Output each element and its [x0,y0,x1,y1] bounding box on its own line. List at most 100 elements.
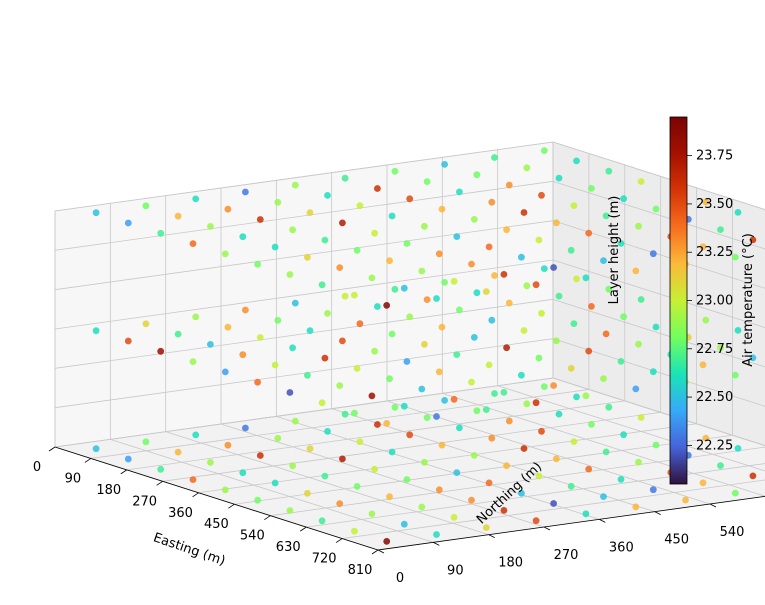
data-point [400,284,408,292]
data-points [92,147,757,545]
x-axis-label: Easting (m) [151,530,227,569]
data-point [339,219,346,227]
data-point [289,226,296,234]
data-point [391,285,399,293]
data-point [540,265,548,272]
data-point [318,517,326,525]
data-point [391,167,399,175]
data-point [274,434,282,442]
data-point [383,420,391,427]
data-point [518,489,525,497]
data-point [585,229,593,237]
data-point [582,392,590,400]
data-point [400,402,408,410]
y-tick-label: 180 [498,556,523,571]
data-point [635,458,642,466]
data-point [353,365,361,372]
data-point [289,462,296,470]
data-point [550,264,557,271]
data-point [304,371,311,379]
x-tick-label: 540 [240,529,265,544]
data-point [192,431,200,439]
x-axis-line [54,446,379,551]
data-point [505,181,513,189]
left-grid-z [54,377,554,448]
data-point [450,513,458,521]
y-tick [543,526,551,531]
data-point [500,271,508,278]
data-point [553,455,560,463]
data-point [649,368,657,376]
data-point [637,296,645,303]
data-point [734,327,742,334]
data-point [482,524,490,531]
data-point [291,299,299,307]
data-point [488,434,496,442]
data-point [570,320,578,327]
data-point [555,174,563,182]
data-point [92,445,100,453]
colorbar-label: Air temperature (°C) [741,233,756,367]
left-grid-z [54,180,554,251]
data-point [406,195,414,203]
data-point [242,424,249,432]
data-point [520,445,528,452]
data-point [538,309,545,317]
x-tick-label: 180 [96,483,121,498]
data-point [374,421,381,428]
data-point [505,299,513,307]
data-point [271,361,279,369]
x-tick-label: 450 [204,517,229,532]
data-point [605,285,613,293]
data-point [605,167,613,175]
data-point [553,337,560,345]
data-point [383,302,391,309]
data-point [324,192,331,199]
data-point [324,428,331,435]
data-point [637,178,645,185]
data-point [291,181,299,189]
back-grid-z [552,338,765,407]
data-point [573,275,580,283]
data-point [435,486,443,494]
x-tick [335,538,343,543]
data-point [635,222,642,230]
data-point [605,403,613,411]
x-tick-label: 720 [312,552,337,567]
data-point [485,479,493,487]
data-point [602,448,610,456]
data-point [468,260,475,268]
data-point [600,257,607,264]
data-point [734,445,742,452]
back-grid-z [552,259,765,329]
data-point [540,147,548,155]
left-grid-z [54,141,554,212]
left-grid-z [54,298,554,369]
colorbar-tick-label: 23.50 [696,197,733,212]
x-tick-label: 0 [33,460,41,475]
data-point [421,340,428,348]
x-tick [300,526,307,532]
data-point [418,267,426,275]
data-point [336,264,344,271]
back-grid-z [552,377,765,447]
axis-ticks: 0 90 180 270 360 450 540 630 720 810 0 90 180 270 360 4… [33,446,765,586]
colorbar-tick-label: 23.75 [696,149,733,164]
y-tick-label: 540 [720,525,745,540]
data-point [600,493,607,500]
data-point [538,191,545,199]
data-point [304,253,311,261]
data-point [438,441,446,449]
data-point [649,250,657,258]
data-point [368,510,376,518]
back-grid-z [552,141,765,211]
data-point [573,393,580,401]
data-point [221,250,229,258]
data-point [535,236,543,244]
data-point [453,351,461,358]
data-point [174,448,182,456]
data-point [585,465,593,473]
data-point [351,527,358,535]
data-point [450,395,458,403]
data-point [189,476,197,483]
